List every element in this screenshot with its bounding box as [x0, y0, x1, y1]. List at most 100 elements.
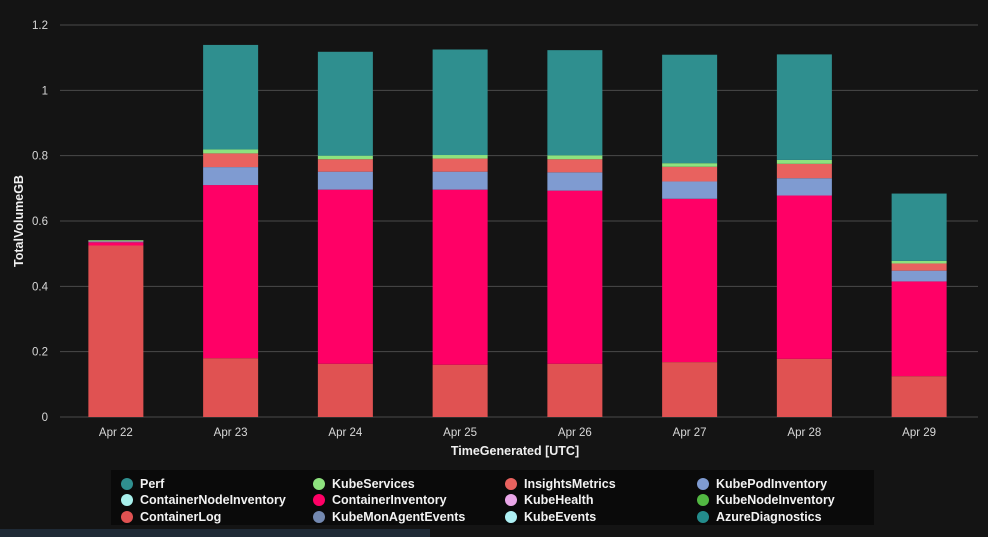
gridlines	[60, 24, 978, 418]
bar-segment-perf[interactable]	[776, 54, 832, 160]
legend-swatch-icon	[313, 477, 325, 490]
legend-label: KubeNodeInventory	[716, 493, 835, 508]
bar-segment-insightsmetrics[interactable]	[662, 166, 718, 182]
bar-segment-containerinventory[interactable]	[547, 190, 603, 364]
legend-item[interactable]: Perf	[121, 476, 313, 491]
stacked-bar-chart: 00.20.40.60.811.2 Apr 22 Apr 23 Apr 24 Apr …	[12, 20, 978, 458]
bar-segment-containerlog[interactable]	[88, 245, 144, 418]
legend-label: ContainerInventory	[332, 493, 447, 508]
legend-swatch-icon	[697, 494, 709, 507]
bar-segment-kubepodinventory[interactable]	[432, 171, 488, 190]
bar-segment-kubepodinventory[interactable]	[891, 270, 947, 282]
bar-segment-containerlog[interactable]	[547, 363, 603, 417]
legend-swatch-icon	[697, 477, 709, 490]
bar-segment-containerinventory[interactable]	[776, 195, 832, 359]
bar-segment-kubeservices[interactable]	[547, 155, 603, 160]
bar-segment-perf[interactable]	[317, 51, 373, 156]
x-tick-label: Apr 29	[902, 427, 936, 439]
bar-segment-containerinventory[interactable]	[662, 198, 718, 363]
legend-label: KubeServices	[332, 476, 415, 491]
x-tick-label: Apr 24	[328, 427, 362, 439]
y-axis-title: TotalVolumeGB	[12, 175, 26, 267]
legend-item[interactable]: KubeNodeInventory	[697, 493, 867, 508]
x-tick-label: Apr 22	[99, 427, 133, 439]
bar-segment-perf[interactable]	[891, 193, 947, 261]
x-axis-title: TimeGenerated [UTC]	[451, 444, 579, 458]
bar-segment-kubeservices[interactable]	[432, 155, 488, 159]
y-tick-label: 1.2	[32, 20, 48, 32]
bar-segment-kubeservices[interactable]	[891, 260, 947, 264]
bar-segment-kubepodinventory[interactable]	[547, 172, 603, 191]
bar-segment-kubeservices[interactable]	[662, 163, 718, 167]
bars	[88, 44, 947, 418]
bar-segment-insightsmetrics[interactable]	[432, 158, 488, 172]
os-taskbar-fragment	[0, 529, 430, 537]
x-tick-label: Apr 25	[443, 427, 477, 439]
bar-segment-containerlog[interactable]	[432, 364, 488, 417]
bar-segment-perf[interactable]	[662, 54, 718, 164]
x-tick-label: Apr 26	[558, 427, 592, 439]
x-axis-ticks: Apr 22 Apr 23 Apr 24 Apr 25 Apr 26 Apr 27 Apr …	[99, 427, 936, 439]
bar-segment-containerinventory[interactable]	[317, 189, 373, 364]
bar-segment-perf[interactable]	[203, 44, 259, 150]
y-axis-ticks: 0 0.2 0.4 0.6 0.8 1 1.2	[32, 20, 49, 424]
legend-item[interactable]: KubePodInventory	[697, 476, 867, 491]
bar-segment-insightsmetrics[interactable]	[317, 159, 373, 172]
bar-segment-containerlog[interactable]	[203, 358, 259, 417]
bar-segment-containerinventory[interactable]	[432, 189, 488, 365]
y-tick-label: 0	[42, 412, 48, 424]
y-tick-label: 0.4	[32, 281, 49, 293]
legend-swatch-icon	[505, 494, 517, 507]
bar-segment-kubeservices[interactable]	[776, 159, 832, 164]
x-tick-label: Apr 27	[673, 427, 707, 439]
y-tick-label: 1	[42, 85, 48, 97]
legend-item[interactable]: InsightsMetrics	[505, 476, 697, 491]
y-tick-label: 0.8	[32, 151, 48, 163]
bar-segment-containerlog[interactable]	[662, 362, 718, 417]
bar-segment-kubepodinventory[interactable]	[776, 178, 832, 196]
legend-label: ContainerLog	[140, 509, 222, 524]
legend-item[interactable]: KubeHealth	[505, 493, 697, 508]
legend-swatch-icon	[505, 477, 517, 490]
legend-swatch-icon	[121, 477, 133, 490]
bar-segment-kubeservices[interactable]	[317, 155, 373, 160]
legend-item[interactable]: AzureDiagnostics	[697, 509, 867, 524]
legend-swatch-icon	[697, 510, 709, 523]
legend-label: KubeHealth	[524, 493, 594, 508]
legend-label: Perf	[140, 476, 165, 491]
bar-segment-kubepodinventory[interactable]	[203, 167, 259, 186]
legend-item[interactable]: KubeServices	[313, 476, 505, 491]
bar-segment-insightsmetrics[interactable]	[776, 163, 832, 179]
legend-item[interactable]: ContainerLog	[121, 509, 313, 524]
bar-segment-containerlog[interactable]	[891, 376, 947, 417]
x-tick-label: Apr 23	[214, 427, 248, 439]
bar-segment-kubepodinventory[interactable]	[317, 171, 373, 190]
bar-segment-containerlog[interactable]	[317, 363, 373, 417]
y-tick-label: 0.2	[32, 347, 48, 359]
legend-item[interactable]: KubeMonAgentEvents	[313, 509, 505, 524]
legend-label: InsightsMetrics	[524, 476, 616, 491]
bar-segment-kubeservices[interactable]	[88, 240, 144, 242]
bar-segment-containerlog[interactable]	[776, 358, 832, 417]
legend-swatch-icon	[313, 494, 325, 507]
legend-swatch-icon	[121, 494, 133, 507]
legend-item[interactable]: ContainerNodeInventory	[121, 493, 313, 508]
legend-label: KubePodInventory	[716, 476, 828, 491]
legend-item[interactable]: ContainerInventory	[313, 493, 505, 508]
bar-segment-perf[interactable]	[432, 49, 488, 156]
bar-segment-insightsmetrics[interactable]	[891, 263, 947, 271]
legend-label: AzureDiagnostics	[716, 509, 822, 524]
x-tick-label: Apr 28	[787, 427, 821, 439]
bar-segment-containerinventory[interactable]	[88, 242, 144, 246]
legend-item[interactable]: KubeEvents	[505, 509, 697, 524]
bar-segment-containerinventory[interactable]	[203, 185, 259, 359]
legend-label: KubeEvents	[524, 509, 597, 524]
bar-segment-kubepodinventory[interactable]	[88, 241, 144, 243]
bar-segment-insightsmetrics[interactable]	[547, 159, 603, 173]
bar-segment-perf[interactable]	[547, 50, 603, 156]
bar-segment-kubepodinventory[interactable]	[662, 181, 718, 199]
bar-segment-kubeservices[interactable]	[203, 149, 259, 154]
bar-segment-insightsmetrics[interactable]	[203, 153, 259, 168]
bar-segment-containerinventory[interactable]	[891, 281, 947, 377]
chart-legend: Perf KubeServices InsightsMetrics KubePodIn…	[111, 470, 874, 525]
